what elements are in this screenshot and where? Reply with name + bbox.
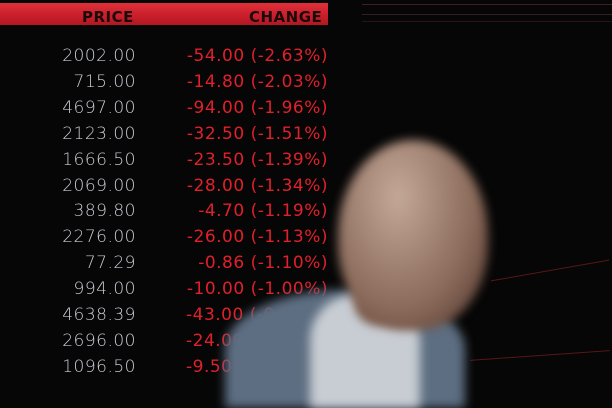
- change-value: -0.86 (-1.10%): [198, 253, 328, 274]
- change-value: -94.00 (-1.96%): [186, 97, 328, 118]
- price-value: 994.00: [73, 279, 136, 300]
- price-value: 2123.00: [62, 123, 136, 144]
- change-value: -28.00 (-1.34%): [186, 175, 328, 196]
- quote-row: 2123.00 -32.50 (-1.51%): [0, 124, 340, 146]
- screen-streak: [362, 4, 612, 5]
- quote-row: 2069.00 -28.00 (-1.34%): [0, 176, 340, 198]
- price-value: 389.80: [73, 201, 136, 222]
- quote-row: 4697.00 -94.00 (-1.96%): [0, 98, 340, 120]
- screen-streak: [490, 259, 610, 282]
- price-value: 2276.00: [62, 227, 136, 248]
- quote-row: 2002.00 -54.00 (-2.63%): [0, 46, 340, 68]
- quote-row: 77.29 -0.86 (-1.10%): [0, 253, 340, 275]
- quote-row: 389.80 -4.70 (-1.19%): [0, 201, 340, 223]
- price-value: 77.29: [84, 253, 136, 274]
- price-value: 2002.00: [62, 46, 136, 66]
- price-header: PRICE: [82, 8, 134, 26]
- price-value: 4697.00: [62, 97, 136, 118]
- change-value: -14.80 (-2.03%): [186, 71, 328, 92]
- change-value: -4.70 (-1.19%): [198, 201, 328, 222]
- price-value: 715.00: [73, 71, 136, 92]
- screen-streak: [362, 21, 612, 22]
- quote-row: 1666.50 -23.50 (-1.39%): [0, 150, 340, 172]
- change-value: -54.00 (-2.63%): [186, 46, 328, 66]
- change-value: -26.00 (-1.13%): [186, 227, 328, 248]
- quote-row: 715.00 -14.80 (-2.03%): [0, 72, 340, 94]
- quote-row: 994.00 -10.00 (-1.00%): [0, 279, 340, 301]
- board-header-bar: PRICE CHANGE: [0, 3, 328, 26]
- price-value: 1096.50: [62, 356, 136, 377]
- price-value: 2696.00: [62, 330, 136, 351]
- person-head: [338, 140, 488, 330]
- price-value: 4638.39: [62, 305, 136, 325]
- price-value: 2069.00: [62, 175, 136, 196]
- quote-row: 2276.00 -26.00 (-1.13%): [0, 227, 340, 249]
- change-value: -23.50 (-1.39%): [186, 149, 328, 170]
- screen-streak: [470, 350, 610, 361]
- change-value: -32.50 (-1.51%): [186, 123, 328, 144]
- change-value: -10.00 (-1.00%): [186, 279, 328, 300]
- change-header: CHANGE: [249, 8, 323, 26]
- price-value: 1666.50: [62, 149, 136, 170]
- screen-streak: [362, 14, 612, 15]
